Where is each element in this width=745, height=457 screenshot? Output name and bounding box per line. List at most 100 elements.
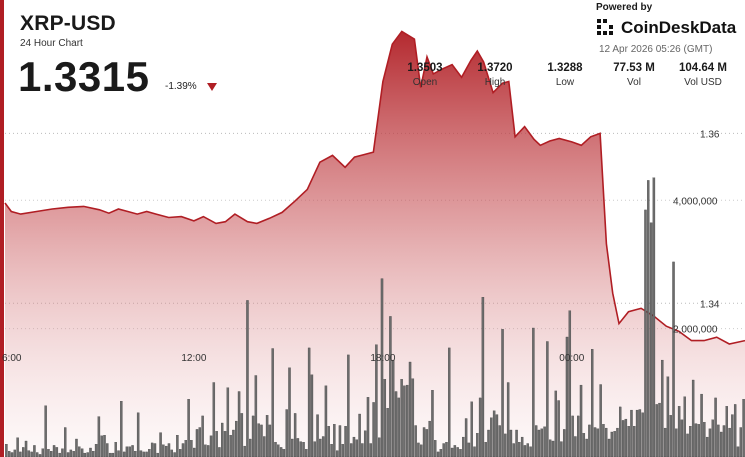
volume-bar (106, 443, 109, 457)
volume-bar (585, 438, 588, 457)
volume-bar (5, 444, 8, 457)
volume-bar (223, 431, 227, 457)
stat-value: 77.53 M (613, 62, 655, 74)
volume-bar (285, 409, 288, 457)
stat-label: Vol (627, 77, 641, 88)
volume-bar (557, 400, 560, 457)
volume-bar (310, 374, 314, 457)
stat-value: 1.3720 (477, 62, 513, 74)
volume-bar (52, 445, 56, 457)
brand-logo[interactable]: CoinDeskData (596, 18, 736, 38)
volume-bar (10, 452, 14, 457)
volume-bar (400, 379, 403, 457)
volume-bar (327, 426, 330, 457)
volume-bar (596, 428, 600, 457)
volume-bar (518, 442, 521, 457)
volume-bar (291, 438, 294, 457)
volume-bar (117, 450, 120, 457)
volume-bar (537, 429, 541, 457)
stat-low: 1.3288 Low (530, 62, 600, 88)
volume-bar (394, 391, 398, 457)
volume-bar (602, 424, 605, 457)
volume-bar (114, 442, 117, 457)
volume-bar (305, 449, 308, 457)
volume-bar (30, 451, 33, 457)
volume-bar (683, 396, 686, 457)
volume-bar (391, 359, 395, 457)
left-accent-bar (0, 0, 4, 457)
volume-bar (509, 429, 513, 457)
volume-bar (83, 452, 87, 457)
volume-bar (136, 412, 140, 457)
volume-bar (218, 447, 221, 457)
volume-bar (277, 444, 280, 457)
volume-bar (268, 424, 272, 457)
volume-bar (523, 445, 527, 457)
volume-bar (434, 440, 437, 457)
volume-bar (599, 384, 602, 457)
volume-bar (321, 436, 325, 457)
volume-bar (389, 316, 392, 457)
volume-bar (551, 440, 555, 457)
volume-bar (16, 437, 19, 457)
volume-bar (652, 177, 656, 457)
volume-bar (728, 427, 731, 457)
volume-bar (445, 442, 448, 457)
volume-bar (47, 449, 50, 457)
volume-bar (352, 436, 356, 457)
volume-bar (534, 425, 538, 457)
volume-bar (672, 261, 675, 457)
volume-bar (120, 401, 123, 457)
volume-bar (386, 408, 389, 457)
price-line (4, 30, 745, 345)
volume-bar (349, 443, 353, 457)
volume-bar (736, 446, 740, 457)
volume-bar (425, 429, 429, 457)
volume-bar (689, 426, 692, 457)
volume-bar (235, 420, 238, 457)
volume-bar (274, 442, 277, 457)
volume-bar (66, 452, 70, 457)
volume-bar (296, 438, 300, 457)
volume-bar (450, 447, 454, 457)
volume-bar (145, 451, 148, 457)
volume-bar (187, 399, 190, 457)
volume-bar (546, 341, 549, 457)
volume-bar (529, 446, 532, 457)
volume-bar (330, 444, 333, 457)
volume-bar (548, 439, 552, 457)
volume-bar (131, 445, 134, 457)
volume-bar (139, 450, 143, 457)
volume-bar (173, 452, 176, 457)
volume-bar (708, 428, 712, 457)
volume-bar (97, 416, 101, 457)
volume-bar (100, 435, 103, 457)
volume-bar (591, 349, 594, 457)
volume-bar (406, 384, 409, 457)
volume-bar (78, 446, 81, 457)
volume-bar (361, 443, 364, 457)
volume-bar (246, 300, 249, 457)
volume-bar (680, 419, 684, 457)
volume-bar (159, 432, 162, 457)
volume-bar (574, 436, 577, 457)
volume-bar (565, 336, 569, 457)
volume-bar (221, 422, 224, 457)
volume-bar (663, 427, 667, 457)
volume-bar (198, 427, 202, 457)
volume-bar (641, 412, 644, 457)
volume-bar (55, 447, 59, 457)
volume-bar (64, 427, 67, 457)
volume-bar (24, 440, 28, 457)
volume-bar (279, 447, 283, 457)
volume-bar (719, 431, 723, 457)
volume-bar (478, 397, 482, 457)
volume-bar (307, 347, 311, 457)
x-tick-label: 18:00 (370, 353, 395, 364)
volume-bar (150, 442, 154, 457)
volume-bar (453, 445, 457, 457)
volume-bar (610, 431, 614, 457)
volume-bar (607, 438, 611, 457)
volume-bar (520, 436, 524, 457)
volume-bar (515, 429, 518, 457)
